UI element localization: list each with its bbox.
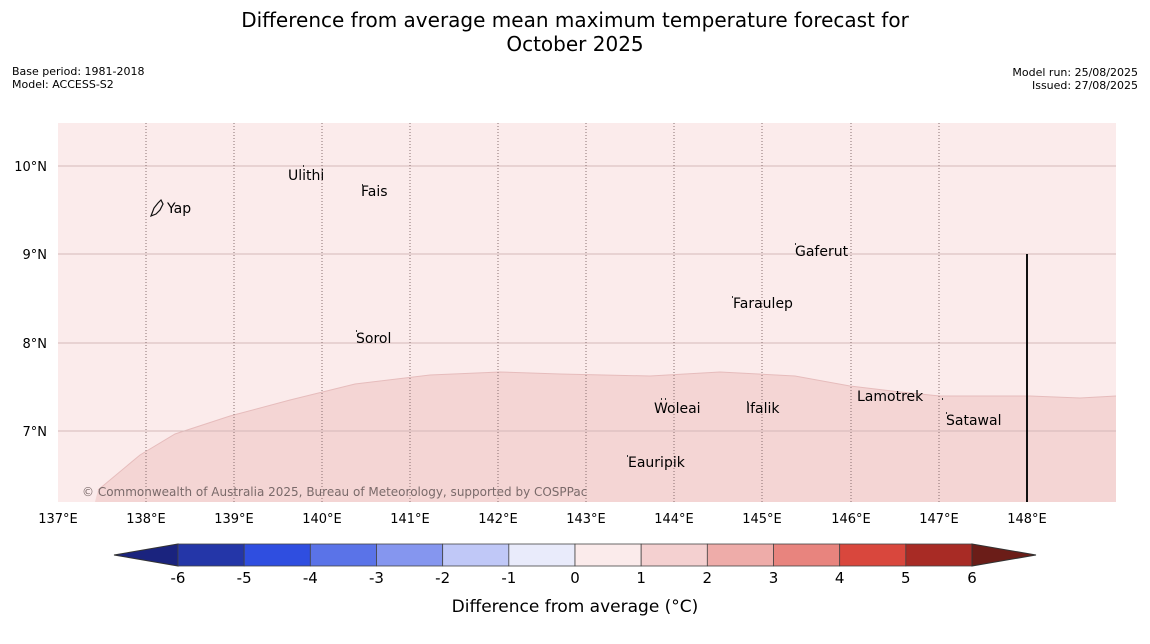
place-label-yap: Yap — [166, 201, 191, 217]
longitude-gridlines — [145, 123, 940, 502]
lon-label: 141°E — [390, 512, 430, 527]
model-text: Model: ACCESS-S2 — [12, 78, 114, 91]
lon-label: 145°E — [742, 512, 782, 527]
colorbar-extend-max — [971, 543, 1037, 567]
lat-label: 9°N — [23, 248, 48, 263]
copyright-notice: © Commonwealth of Australia 2025, Bureau… — [82, 485, 587, 499]
colorbar-bin — [773, 543, 841, 567]
issued-text: Issued: 27/08/2025 — [1031, 79, 1138, 92]
colorbar-bin — [905, 543, 973, 567]
colorbar-bin — [309, 543, 377, 567]
colorbar-extend-min — [113, 543, 179, 567]
place-label-lamotrek: Lamotrek — [857, 389, 924, 405]
run-info: Model run: 25/08/2025 Issued: 27/08/2025 — [1012, 66, 1138, 92]
atoll-markers — [303, 165, 947, 457]
colorbar-bin — [376, 543, 444, 567]
lat-label: 7°N — [23, 425, 48, 440]
lon-label: 147°E — [919, 512, 959, 527]
lon-label: 144°E — [654, 512, 694, 527]
place-label-sorol: Sorol — [356, 331, 391, 347]
colorbar-tick-label: 0 — [570, 569, 580, 587]
colorbar-tick-label: -4 — [303, 569, 318, 587]
place-label-faraulep: Faraulep — [733, 296, 793, 312]
colorbar-bin — [574, 543, 642, 567]
colorbar-tick-label: -1 — [501, 569, 516, 587]
lon-label: 142°E — [478, 512, 518, 527]
place-label-woleai: Woleai — [654, 401, 701, 417]
place-label-ulithi: Ulithi — [288, 168, 324, 184]
place-label-gaferut: Gaferut — [795, 244, 849, 260]
colorbar-bin — [640, 543, 708, 567]
colorbar-tick-label: -6 — [171, 569, 186, 587]
base-period-text: Base period: 1981-2018 — [12, 65, 145, 78]
colorbar-bin — [243, 543, 311, 567]
lon-label: 148°E — [1007, 512, 1047, 527]
yap-island-shape — [149, 198, 164, 218]
colorbar-bin — [442, 543, 510, 567]
colorbar-bins — [177, 543, 973, 567]
colorbar: -6 -5 -4 -3 -2 -1 0 1 2 3 4 5 6 — [113, 543, 1037, 587]
colorbar-tick-label: -3 — [369, 569, 384, 587]
colorbar-tick-label: 5 — [901, 569, 911, 587]
title-line-1: Difference from average mean maximum tem… — [241, 8, 909, 32]
place-label-satawal: Satawal — [946, 413, 1001, 429]
lat-label: 8°N — [23, 337, 48, 352]
lon-label: 138°E — [126, 512, 166, 527]
colorbar-bin — [706, 543, 774, 567]
place-label-ifalik: Ifalik — [746, 401, 780, 417]
colorbar-tick-label: -5 — [237, 569, 252, 587]
colorbar-tick-label: 4 — [835, 569, 845, 587]
lon-label: 139°E — [214, 512, 254, 527]
map-title: Difference from average mean maximum tem… — [0, 8, 1150, 56]
colorbar-tick-label: 6 — [967, 569, 977, 587]
anomaly-zone-1-2 — [95, 372, 1116, 502]
lat-label: 10°N — [14, 160, 47, 175]
lon-label: 146°E — [831, 512, 871, 527]
model-run-text: Model run: 25/08/2025 — [1012, 66, 1138, 79]
base-info: Base period: 1981-2018 Model: ACCESS-S2 — [12, 65, 144, 91]
colorbar-title: Difference from average (°C) — [452, 597, 699, 617]
colorbar-tick-label: -2 — [435, 569, 450, 587]
colorbar-tick-label: 2 — [703, 569, 713, 587]
title-line-2: October 2025 — [506, 32, 644, 56]
lon-label: 137°E — [38, 512, 78, 527]
place-label-eauripik: Eauripik — [628, 455, 686, 471]
colorbar-tick-label: 1 — [636, 569, 646, 587]
colorbar-ticks: -6 -5 -4 -3 -2 -1 0 1 2 3 4 5 6 — [171, 569, 977, 587]
colorbar-bin — [177, 543, 245, 567]
anomaly-contour — [97, 371, 1117, 491]
lon-label: 140°E — [302, 512, 342, 527]
colorbar-tick-label: 3 — [769, 569, 779, 587]
colorbar-bin — [508, 543, 576, 567]
lon-label: 143°E — [566, 512, 606, 527]
colorbar-bin — [839, 543, 907, 567]
place-label-fais: Fais — [361, 184, 388, 200]
